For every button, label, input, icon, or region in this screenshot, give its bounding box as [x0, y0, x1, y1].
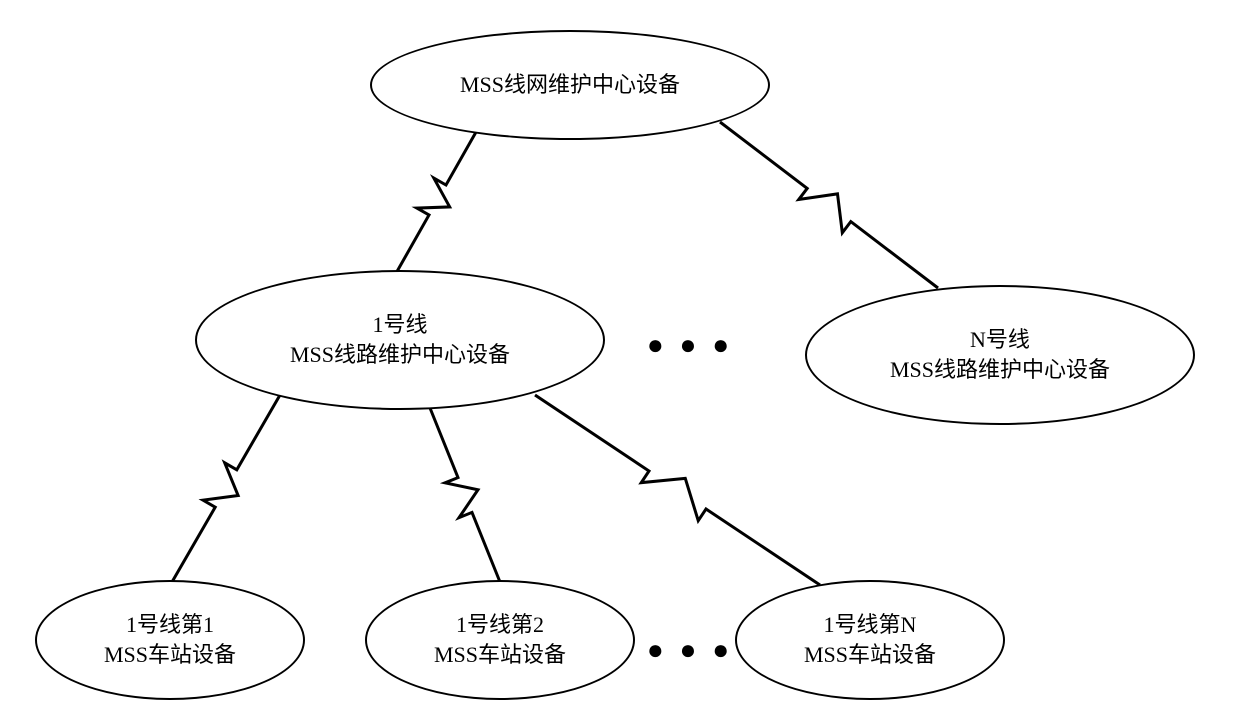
ellipsis-top-label: ● ● ● — [647, 329, 733, 360]
node-station-n-label: 1号线第N MSS车站设备 — [804, 610, 936, 669]
edge-line1-sN — [535, 395, 820, 585]
diagram-canvas: MSS线网维护中心设备 1号线 MSS线路维护中心设备 N号线 MSS线路维护中… — [0, 0, 1240, 728]
node-station-2-label: 1号线第2 MSS车站设备 — [434, 610, 566, 669]
ellipsis-top: ● ● ● — [647, 329, 733, 361]
node-lineN: N号线 MSS线路维护中心设备 — [805, 285, 1195, 425]
node-root: MSS线网维护中心设备 — [370, 30, 770, 140]
node-station-1-label: 1号线第1 MSS车站设备 — [104, 610, 236, 669]
node-line1: 1号线 MSS线路维护中心设备 — [195, 270, 605, 410]
ellipsis-bottom-label: ● ● ● — [647, 634, 733, 665]
node-station-2: 1号线第2 MSS车站设备 — [365, 580, 635, 700]
node-lineN-label: N号线 MSS线路维护中心设备 — [890, 325, 1110, 384]
edge-line1-s1 — [172, 395, 280, 582]
ellipsis-bottom: ● ● ● — [647, 634, 733, 666]
edge-line1-s2 — [430, 408, 500, 582]
node-station-1: 1号线第1 MSS车站设备 — [35, 580, 305, 700]
node-station-n: 1号线第N MSS车站设备 — [735, 580, 1005, 700]
node-line1-label: 1号线 MSS线路维护中心设备 — [290, 310, 510, 369]
edge-root-lineN — [720, 122, 938, 288]
node-root-label: MSS线网维护中心设备 — [460, 70, 680, 100]
edge-root-line1 — [395, 125, 480, 275]
